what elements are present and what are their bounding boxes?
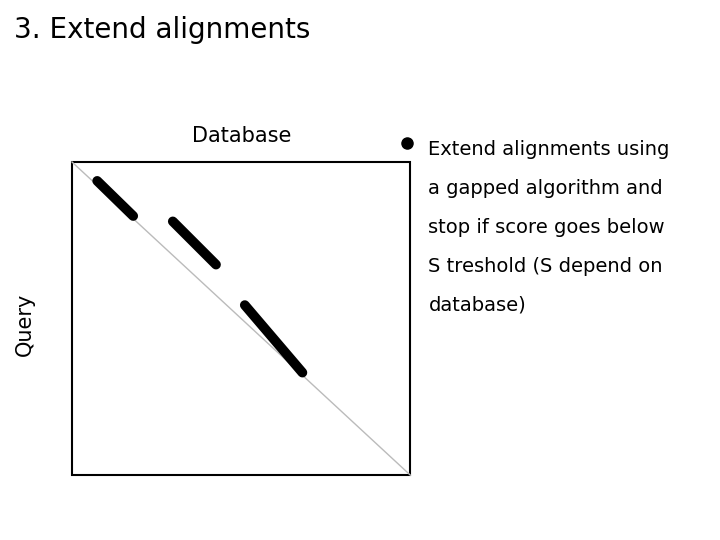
Text: Query: Query [15,292,35,356]
Text: database): database) [428,296,526,315]
Text: Extend alignments using: Extend alignments using [428,140,670,159]
Text: 3. Extend alignments: 3. Extend alignments [14,16,311,44]
Text: Database: Database [192,126,291,146]
Text: stop if score goes below: stop if score goes below [428,218,665,237]
FancyBboxPatch shape [72,162,410,475]
Text: a gapped algorithm and: a gapped algorithm and [428,179,663,198]
Text: S treshold (S depend on: S treshold (S depend on [428,257,663,276]
